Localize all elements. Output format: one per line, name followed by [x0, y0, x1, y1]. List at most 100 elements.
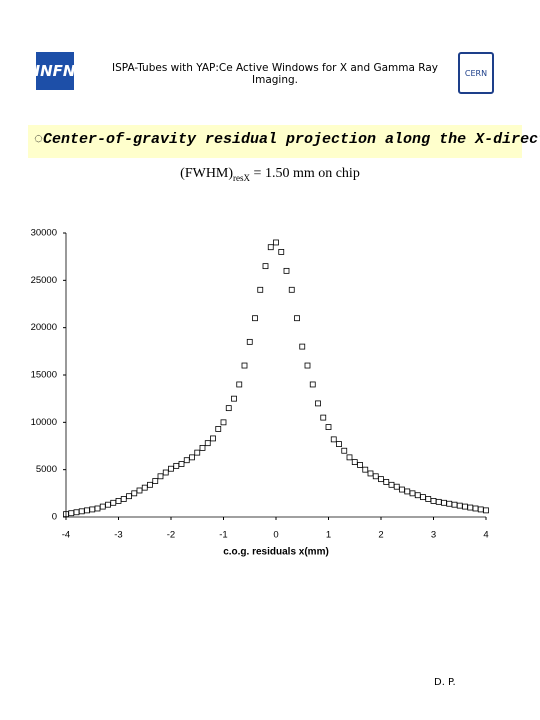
x-tick-label: 3 — [431, 530, 436, 541]
point — [126, 493, 132, 500]
point — [351, 459, 358, 465]
point — [367, 470, 374, 477]
point — [420, 494, 426, 501]
point — [162, 469, 169, 476]
x-tick-label: -1 — [219, 530, 227, 541]
x-tick-label: 2 — [378, 530, 383, 541]
x-axis-label: c.o.g. residuals x(mm) — [223, 547, 329, 558]
point — [189, 454, 195, 461]
point — [346, 454, 353, 461]
point — [483, 507, 489, 514]
point — [425, 496, 432, 502]
point — [341, 447, 348, 454]
point — [441, 499, 447, 506]
y-tick-label: 25000 — [31, 275, 57, 286]
point — [199, 444, 206, 451]
x-tick-label: 1 — [326, 530, 331, 541]
point — [131, 490, 138, 497]
point — [183, 457, 190, 464]
y-tick-label: 30000 — [31, 228, 57, 239]
point — [304, 362, 311, 369]
point — [152, 478, 159, 484]
point — [168, 465, 174, 472]
point — [94, 505, 101, 512]
point — [194, 449, 201, 456]
subscript: resX — [233, 172, 251, 183]
point — [456, 502, 463, 509]
point — [246, 338, 253, 345]
y-tick-label: 20000 — [31, 322, 57, 333]
logo: CERN — [458, 52, 494, 94]
point — [89, 506, 96, 513]
y-tick-label: 15000 — [31, 370, 57, 381]
point — [315, 400, 321, 407]
point — [241, 362, 248, 369]
point — [267, 244, 274, 251]
point — [393, 483, 400, 490]
point — [336, 441, 342, 448]
y-tick-label: 10000 — [31, 417, 57, 428]
point — [204, 440, 211, 447]
point — [173, 462, 180, 469]
point — [357, 462, 363, 468]
point — [120, 496, 127, 502]
point — [414, 492, 421, 499]
footer: D. P. — [434, 677, 456, 688]
point — [210, 435, 216, 442]
point — [84, 507, 90, 514]
x-tick-label: -4 — [62, 530, 70, 541]
banner — [28, 125, 522, 158]
subtitle: (FWHM)resX = 1.50 mm on chip — [0, 166, 540, 183]
banner-title: ◌Center-of-gravity residual projection a… — [34, 131, 540, 148]
point — [147, 481, 153, 488]
point — [220, 419, 227, 426]
point — [136, 487, 143, 494]
point — [320, 414, 327, 421]
point — [231, 395, 237, 402]
point — [236, 381, 243, 388]
point — [283, 267, 290, 274]
point — [309, 381, 316, 388]
point — [215, 426, 222, 432]
point — [404, 488, 411, 495]
point — [178, 461, 185, 467]
point — [225, 405, 232, 412]
point — [330, 436, 337, 443]
point — [399, 486, 405, 493]
point — [299, 343, 306, 350]
point — [141, 484, 148, 491]
point — [73, 509, 80, 516]
point — [383, 479, 390, 485]
point — [477, 506, 484, 513]
point — [472, 505, 479, 512]
point — [362, 466, 369, 473]
point — [467, 504, 474, 511]
point — [409, 490, 416, 497]
point — [294, 315, 300, 322]
point — [288, 286, 295, 293]
point — [105, 501, 111, 508]
x-tick-label: -3 — [114, 530, 122, 541]
point — [446, 500, 453, 507]
point — [273, 239, 279, 246]
point — [278, 249, 285, 255]
point — [157, 473, 164, 480]
x-tick-label: 4 — [483, 530, 488, 541]
point — [388, 481, 395, 488]
point — [110, 499, 117, 506]
point — [325, 424, 332, 430]
header-title: ISPA-Tubes with YAP:Ce Active Windows fo… — [112, 62, 438, 86]
y-tick-label: 0 — [52, 512, 57, 523]
point — [115, 498, 122, 504]
logo: INFN — [35, 52, 75, 90]
point — [378, 476, 384, 483]
point — [68, 510, 75, 517]
x-tick-label: -2 — [167, 530, 175, 541]
subtitle-text: (FWHM) — [180, 166, 234, 181]
point — [78, 508, 85, 515]
point — [99, 503, 106, 510]
point — [435, 498, 442, 505]
x-tick-label: 0 — [273, 530, 278, 541]
point — [257, 286, 264, 293]
point — [451, 501, 458, 508]
